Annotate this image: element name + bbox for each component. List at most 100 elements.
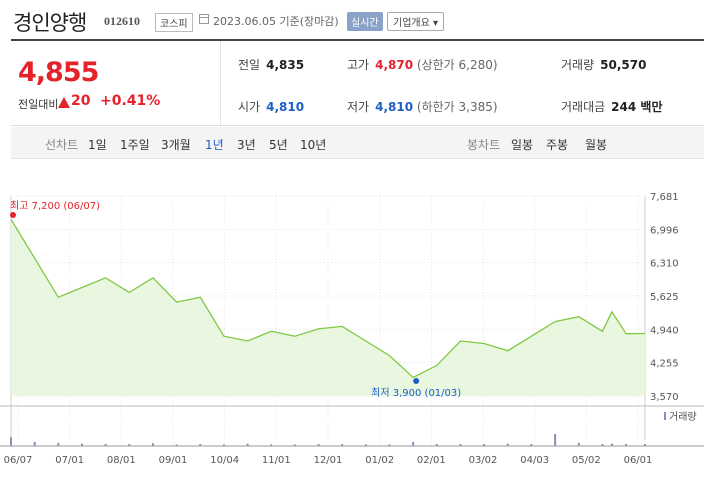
- volume-bar: [577, 442, 580, 446]
- price-chart[interactable]: 06/07 07/01 08/01 09/01 10/04 11/01 12/01 01/02…: [0, 160, 704, 480]
- stat-sub: (상한가 6,280): [416, 58, 498, 72]
- x-tick-label: 02/01: [417, 455, 446, 466]
- volume-bar: [341, 444, 344, 446]
- x-tick-label: 10/04: [210, 455, 239, 466]
- stat-low: 저가 4,810 (하한가 3,385): [347, 98, 498, 115]
- base-date: 2023.06.05 기준(장마감): [213, 15, 339, 28]
- volume-bar: [199, 444, 202, 446]
- x-tick-label: 04/03: [520, 455, 549, 466]
- header-divider: [11, 39, 704, 41]
- volume-bar: [412, 442, 415, 446]
- stat-label: 거래대금: [561, 100, 606, 114]
- stat-value: 4,835: [266, 58, 305, 72]
- volume-bar: [364, 444, 367, 446]
- volume-bar: [435, 444, 438, 446]
- volume-bar: [506, 443, 509, 446]
- x-tick-label: 01/02: [365, 455, 394, 466]
- tab-3y[interactable]: 3년: [237, 138, 256, 152]
- line-chart-label: 선차트: [45, 138, 79, 152]
- volume-bar: [388, 444, 391, 446]
- tab-5y[interactable]: 5년: [269, 138, 288, 152]
- price-line: [10, 219, 646, 379]
- stat-label: 시가: [238, 100, 261, 114]
- volume-bar: [80, 443, 83, 446]
- x-tick-label: 07/01: [55, 455, 84, 466]
- stat-volume: 거래량 50,570: [561, 56, 646, 73]
- x-tick-label: 11/01: [262, 455, 291, 466]
- volume-bar: [33, 442, 36, 446]
- low-marker: [413, 378, 420, 384]
- stat-value: 4,810: [266, 100, 305, 114]
- x-tick-label: 03/02: [469, 455, 498, 466]
- change-label: 전일대비: [18, 98, 59, 111]
- low-label: 최저 3,900 (01/03): [371, 387, 461, 399]
- volume-bar: [270, 444, 273, 446]
- stat-label: 거래량: [561, 58, 595, 72]
- stat-trade-value: 거래대금 244 백만: [561, 98, 662, 115]
- volume-bar: [625, 444, 628, 446]
- candle-chart-label: 봉차트: [467, 138, 501, 152]
- market-badge: 코스피: [155, 13, 193, 32]
- stat-value: 4,810: [375, 100, 414, 114]
- y-tick-label: 4,940: [650, 325, 679, 336]
- volume-bar: [459, 444, 462, 446]
- x-tick-label: 06/07: [4, 455, 33, 466]
- y-tick-label: 3,570: [650, 392, 679, 403]
- tab-3m[interactable]: 3개월: [161, 138, 191, 152]
- volume-bar: [151, 443, 154, 446]
- volume-bar: [293, 444, 296, 446]
- stat-label: 고가: [347, 58, 370, 72]
- change-value: 20: [71, 93, 91, 109]
- y-tick-label: 6,996: [650, 225, 679, 236]
- tab-1y[interactable]: 1년: [205, 138, 224, 152]
- volume-bar: [601, 444, 604, 446]
- volume-bar: [175, 444, 178, 446]
- stat-value: 50,570: [600, 58, 647, 72]
- volume-bar: [246, 443, 249, 446]
- stat-value: 4,870: [375, 58, 414, 72]
- volume-bar: [530, 444, 533, 446]
- volume-bar: [483, 444, 486, 446]
- price-chart-svg: 06/07 07/01 08/01 09/01 10/04 11/01 12/01 01/02…: [0, 192, 704, 466]
- tab-monthly[interactable]: 월봉: [585, 138, 608, 152]
- current-price: 4,855: [18, 57, 99, 88]
- y-tick-label: 6,310: [650, 259, 679, 270]
- volume-bar: [610, 443, 613, 446]
- up-triangle-icon: [58, 97, 70, 108]
- y-tick-label: 5,625: [650, 292, 679, 303]
- high-label: 최고 7,200 (06/07): [10, 200, 100, 212]
- tab-weekly[interactable]: 주봉: [546, 138, 569, 152]
- volume-bar: [128, 444, 131, 446]
- stock-name: 경인양행: [13, 11, 87, 35]
- stock-code: 012610: [104, 14, 140, 28]
- y-tick-label: 7,681: [650, 192, 679, 203]
- volume-bar: [57, 442, 60, 446]
- high-marker: [10, 212, 16, 218]
- calendar-icon: [199, 14, 209, 24]
- volume-bar: [554, 434, 557, 446]
- chart-tabs: 선차트 1일 1주일 3개월 1년 3년 5년 10년 봉차트 일봉 주봉 월봉: [11, 127, 704, 159]
- x-tick-label: 09/01: [159, 455, 188, 466]
- volume-bar: [317, 444, 320, 446]
- stat-label: 전일: [238, 58, 261, 72]
- tab-10y[interactable]: 10년: [300, 138, 327, 152]
- volume-bar: [104, 444, 107, 446]
- volume-legend-swatch: [664, 412, 666, 420]
- tab-1d[interactable]: 1일: [88, 138, 107, 152]
- volume-bar: [10, 437, 12, 446]
- volume-bar: [222, 444, 225, 446]
- y-tick-label: 4,255: [650, 359, 679, 370]
- stat-prev-close: 전일 4,835: [238, 56, 304, 73]
- stat-high: 고가 4,870 (상한가 6,280): [347, 56, 498, 73]
- stock-header: 경인양행 012610 코스피 2023.06.05 기준(장마감) 실시간 기…: [0, 0, 704, 40]
- x-tick-label: 05/02: [572, 455, 601, 466]
- summary-divider: [220, 41, 221, 125]
- company-info-dropdown[interactable]: 기업개요 ▾: [387, 12, 445, 31]
- change-percent: +0.41%: [100, 93, 161, 109]
- stat-sub: (하한가 3,385): [416, 100, 498, 114]
- realtime-button[interactable]: 실시간: [347, 12, 383, 31]
- tab-daily[interactable]: 일봉: [511, 138, 534, 152]
- stat-label: 저가: [347, 100, 370, 114]
- tab-1w[interactable]: 1주일: [120, 138, 150, 152]
- stat-open: 시가 4,810: [238, 98, 304, 115]
